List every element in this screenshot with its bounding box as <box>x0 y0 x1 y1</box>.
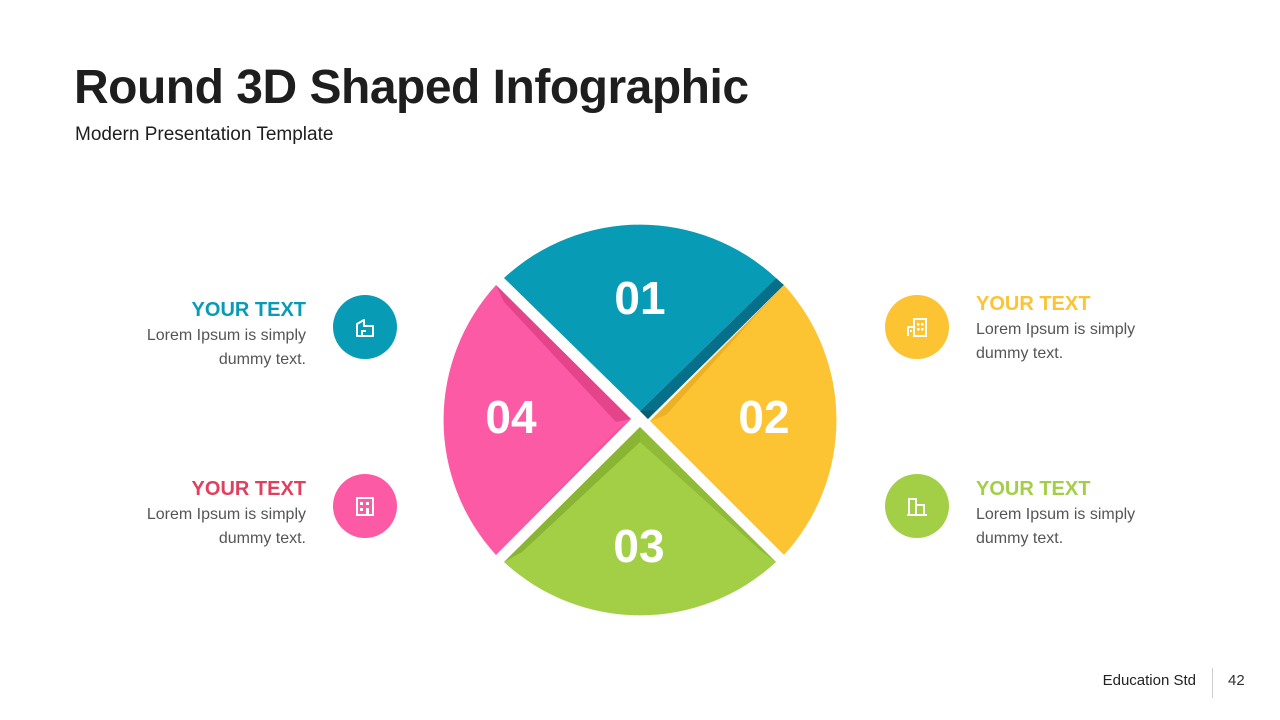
segment-03-number: 03 <box>613 520 664 572</box>
segment-04-number: 04 <box>485 391 537 443</box>
buildings-icon-circle <box>885 295 949 359</box>
text-block-04-heading: YOUR TEXT <box>191 478 306 500</box>
text-block-03-body: Lorem Ipsum is simply dummy text. <box>976 506 1136 547</box>
text-block-02-body: Lorem Ipsum is simply dummy text. <box>976 321 1136 362</box>
round-infographic: 01 02 03 04 <box>430 210 850 630</box>
office-icon <box>356 497 374 516</box>
segment-04 <box>443 285 631 555</box>
text-block-04: YOUR TEXT Lorem Ipsum is simply dummy te… <box>106 477 306 551</box>
text-block-02-heading: YOUR TEXT <box>976 293 1091 315</box>
text-block-01-heading: YOUR TEXT <box>191 299 306 321</box>
page-number: 42 <box>1228 672 1245 689</box>
text-block-03: YOUR TEXT Lorem Ipsum is simply dummy te… <box>976 477 1176 551</box>
text-block-03-heading: YOUR TEXT <box>976 478 1091 500</box>
footer-brand: Education Std <box>1102 672 1196 689</box>
segment-01 <box>504 224 784 419</box>
segment-02-number: 02 <box>738 391 789 443</box>
footer-divider <box>1212 668 1213 698</box>
segment-03 <box>504 427 776 616</box>
building-icon <box>907 498 927 516</box>
segment-01-number: 01 <box>614 272 665 324</box>
text-block-04-body: Lorem Ipsum is simply dummy text. <box>146 506 306 547</box>
house-icon-circle <box>333 295 397 359</box>
slide-subtitle: Modern Presentation Template <box>75 124 334 145</box>
text-block-01: YOUR TEXT Lorem Ipsum is simply dummy te… <box>106 298 306 372</box>
buildings-icon <box>907 318 927 337</box>
text-block-01-body: Lorem Ipsum is simply dummy text. <box>146 327 306 368</box>
text-block-02: YOUR TEXT Lorem Ipsum is simply dummy te… <box>976 292 1176 366</box>
building-icon-circle <box>885 474 949 538</box>
slide-title: Round 3D Shaped Infographic <box>74 61 749 114</box>
house-icon <box>356 319 374 337</box>
round-infographic-svg: 01 02 03 04 <box>443 224 837 616</box>
segment-02 <box>650 285 837 555</box>
office-icon-circle <box>333 474 397 538</box>
